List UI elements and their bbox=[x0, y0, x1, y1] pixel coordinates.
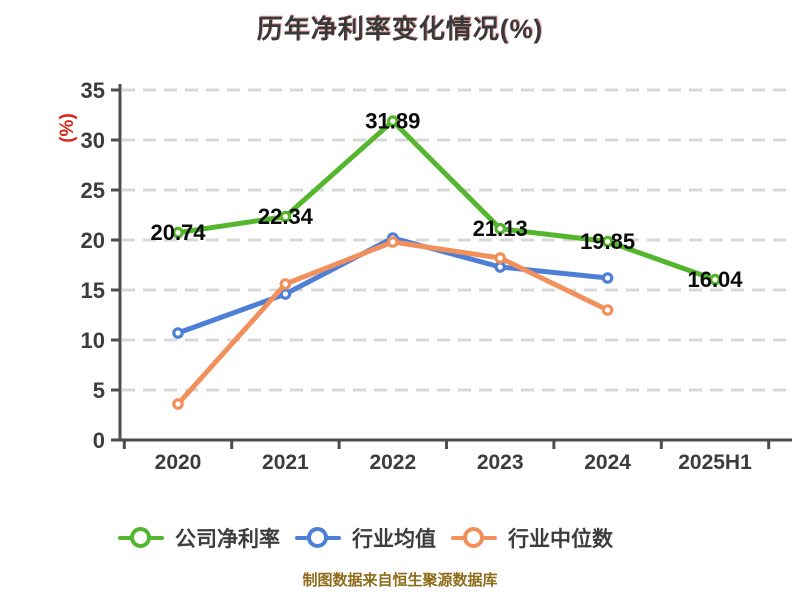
legend: 公司净利率 行业均值 行业中位数 bbox=[118, 523, 613, 553]
legend-circle-marker-icon bbox=[463, 527, 484, 548]
value-label: 22.34 bbox=[258, 204, 314, 229]
data-point-marker bbox=[279, 288, 292, 300]
series-line-1 bbox=[175, 235, 611, 336]
data-point-marker bbox=[601, 272, 614, 284]
data-point-marker bbox=[172, 327, 184, 339]
x-tick-label: 2025H1 bbox=[678, 451, 752, 474]
x-tick-label: 2023 bbox=[477, 451, 524, 474]
legend-line-circle-icon bbox=[295, 527, 341, 549]
legend-item-industry-median: 行业中位数 bbox=[451, 523, 613, 553]
data-point-marker bbox=[386, 236, 399, 248]
data-point-marker bbox=[601, 235, 614, 248]
legend-item-company-net-margin: 公司净利率 bbox=[118, 523, 280, 553]
legend-item-industry-mean: 行业均值 bbox=[295, 523, 436, 553]
data-point-marker bbox=[494, 252, 506, 264]
y-tick-label: 10 bbox=[81, 328, 105, 353]
y-tick-label: 30 bbox=[81, 128, 105, 153]
y-tick-label: 25 bbox=[81, 178, 105, 203]
legend-label: 行业均值 bbox=[352, 528, 436, 551]
data-point-marker bbox=[386, 115, 399, 127]
x-tick-label: 2022 bbox=[369, 451, 416, 474]
series-line-0 bbox=[175, 118, 718, 283]
legend-line-circle-icon bbox=[118, 527, 164, 549]
y-tick-label: 15 bbox=[81, 278, 105, 303]
data-source-note: 制图数据来自恒生聚源数据库 bbox=[302, 572, 498, 589]
y-tick-label: 0 bbox=[93, 428, 105, 453]
data-point-marker bbox=[601, 304, 614, 316]
y-tick-label: 5 bbox=[93, 378, 105, 403]
series-line-2 bbox=[175, 239, 611, 407]
value-label: 31.89 bbox=[365, 109, 420, 134]
data-point-marker bbox=[279, 210, 292, 223]
chart-title: 历年净利率变化情况(%) bbox=[256, 14, 544, 44]
y-tick-label: 35 bbox=[81, 78, 105, 103]
value-label: 16.04 bbox=[687, 267, 743, 292]
value-label: 20.74 bbox=[150, 220, 206, 245]
data-point-marker bbox=[494, 261, 506, 273]
y-tick-label: 20 bbox=[81, 228, 105, 253]
x-tick-label: 2020 bbox=[155, 451, 202, 474]
legend-circle-marker-icon bbox=[307, 527, 328, 548]
data-point-marker bbox=[172, 398, 184, 410]
legend-circle-marker-icon bbox=[130, 527, 151, 548]
value-label: 19.85 bbox=[580, 229, 635, 254]
legend-label: 公司净利率 bbox=[175, 528, 280, 551]
x-tick-label: 2024 bbox=[584, 451, 631, 474]
data-point-marker bbox=[709, 273, 721, 286]
legend-line-circle-icon bbox=[451, 527, 497, 549]
x-tick-label: 2021 bbox=[262, 451, 309, 474]
data-point-marker bbox=[279, 278, 292, 290]
data-point-marker bbox=[172, 226, 184, 239]
data-point-marker bbox=[494, 222, 506, 235]
value-label: 21.13 bbox=[473, 216, 528, 241]
legend-label: 行业中位数 bbox=[508, 528, 613, 551]
